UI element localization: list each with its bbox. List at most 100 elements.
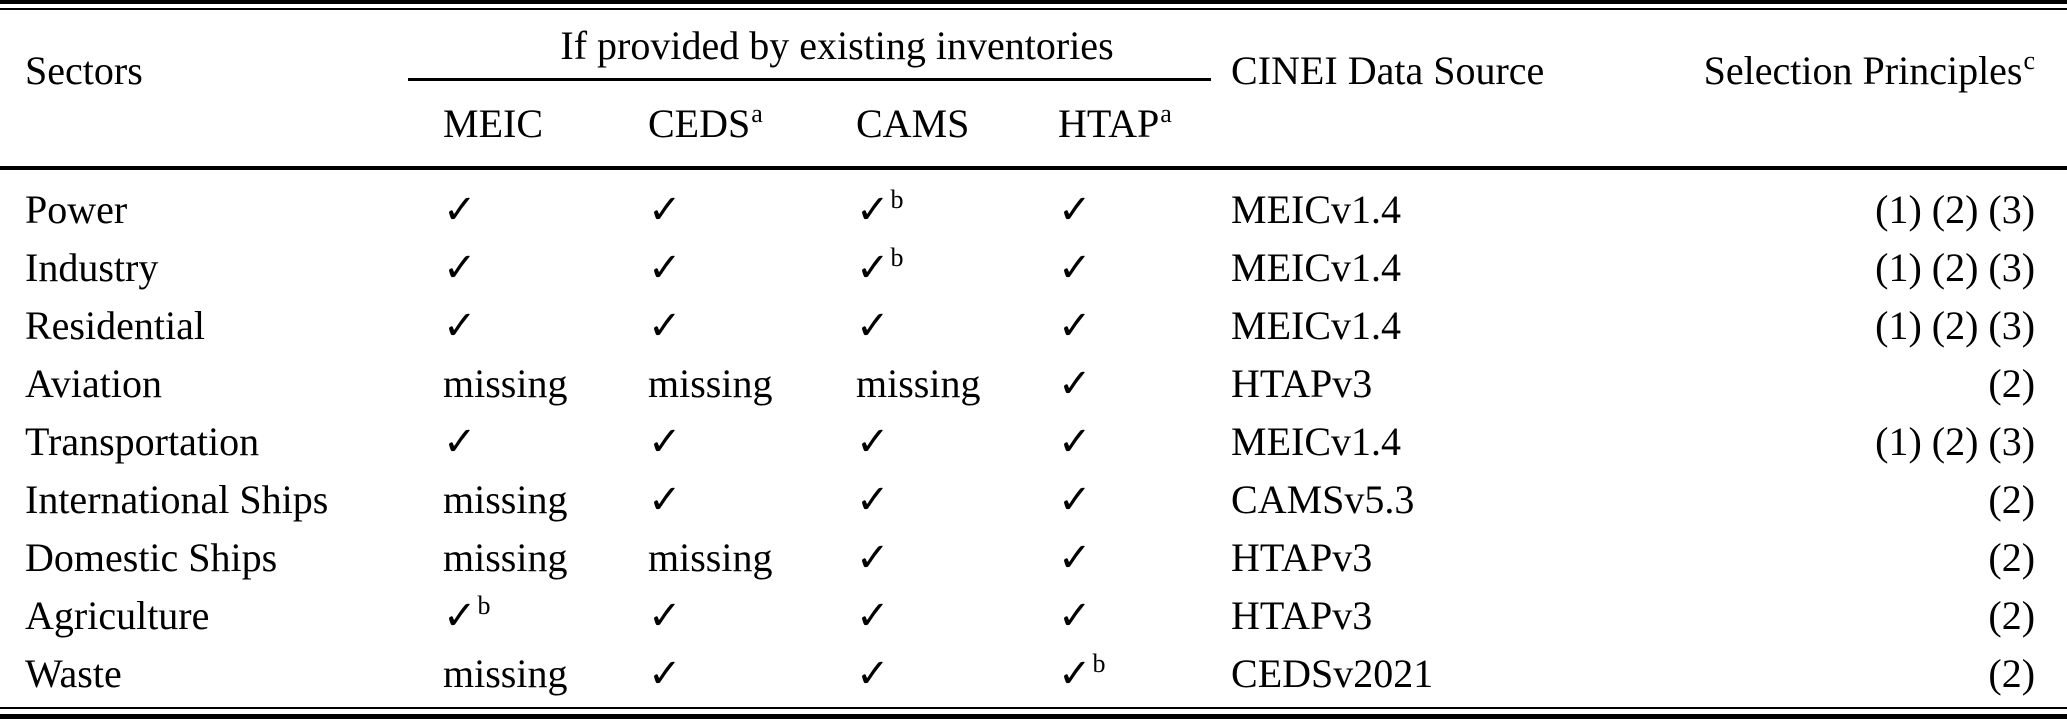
cell-cams: ✓ (856, 470, 1058, 528)
cell-sector: Power (25, 186, 128, 232)
cell-meic: missing (443, 470, 648, 528)
footnote-marker-a: a (751, 99, 763, 128)
cell-cams: missing (856, 354, 1058, 412)
missing-label: missing (443, 534, 568, 580)
cell-source: HTAPv3 (1231, 534, 1373, 580)
table-row: Domestic Ships missing missing ✓ ✓ HTAPv… (0, 528, 2067, 586)
cell-htap: ✓ (1058, 354, 1231, 412)
table-row: Transportation ✓ ✓ ✓ ✓ MEICv1.4 (1) (2) … (0, 412, 2067, 470)
cell-source: MEICv1.4 (1231, 186, 1402, 232)
check-icon: ✓ (856, 302, 890, 348)
cell-principles: (1) (2) (3) (1875, 418, 2036, 464)
cell-cams: ✓ (856, 296, 1058, 354)
check-icon: ✓ (648, 244, 682, 290)
missing-label: missing (443, 476, 568, 522)
top-rule-thin (0, 8, 2067, 10)
header-group-inventories: If provided by existing inventories (408, 10, 1231, 81)
cell-htap: ✓ (1058, 412, 1231, 470)
check-icon: ✓ (443, 244, 477, 290)
cell-htap: ✓ (1058, 296, 1231, 354)
missing-label: missing (856, 360, 981, 406)
check-icon: ✓ (443, 186, 477, 232)
check-icon: ✓ (856, 534, 890, 580)
check-icon: ✓ (648, 302, 682, 348)
cell-sector: Waste (25, 650, 122, 696)
check-icon: ✓ (1058, 534, 1092, 580)
footnote-marker-a: a (1160, 99, 1172, 128)
check-icon: ✓ (856, 244, 890, 290)
group-underline-rule (408, 78, 1212, 81)
check-icon: ✓ (648, 186, 682, 232)
cell-principles: (1) (2) (3) (1875, 244, 2036, 290)
cell-ceds: missing (648, 528, 856, 586)
cell-htap: ✓ (1058, 166, 1231, 238)
check-icon: ✓ (856, 650, 890, 696)
cell-cams: ✓ (856, 586, 1058, 644)
cell-principles: (2) (1988, 534, 2036, 580)
cell-sector: Agriculture (25, 592, 210, 638)
header-cams: CAMS (856, 81, 1058, 166)
cell-meic: ✓ (443, 166, 648, 238)
cell-meic: missing (443, 528, 648, 586)
cell-sector: Transportation (25, 418, 260, 464)
cell-meic: missing (443, 644, 648, 702)
header-row-group: Sectors If provided by existing inventor… (0, 10, 2067, 93)
check-icon: ✓ (648, 418, 682, 464)
check-icon: ✓ (1058, 476, 1092, 522)
check-icon: ✓ (648, 592, 682, 638)
cell-cams: ✓ (856, 644, 1058, 702)
table-row: Waste missing ✓ ✓ ✓b CEDSv2021 (2) (0, 644, 2067, 702)
missing-label: missing (443, 360, 568, 406)
table-row: Agriculture ✓b ✓ ✓ ✓ HTAPv3 (2) (0, 586, 2067, 644)
cell-sector: International Ships (25, 476, 329, 522)
top-rule-thick (0, 0, 2067, 4)
cell-meic: ✓ (443, 238, 648, 296)
header-cams-label: CAMS (856, 101, 970, 146)
cell-ceds: ✓ (648, 586, 856, 644)
header-bottom-rule (0, 166, 2067, 170)
header-row-sub: MEIC CEDSa CAMS HTAPa (0, 81, 2067, 166)
cell-htap: ✓ (1058, 238, 1231, 296)
header-ceds: CEDSa (648, 81, 856, 166)
cell-principles: (2) (1988, 360, 2036, 406)
cell-principles: (1) (2) (3) (1875, 186, 2036, 232)
header-selection-principles: Selection Principlesc (1656, 10, 2067, 166)
check-icon: ✓ (1058, 244, 1092, 290)
emission-inventory-table: Sectors If provided by existing inventor… (0, 10, 2067, 702)
cell-source: HTAPv3 (1231, 592, 1373, 638)
cell-ceds: ✓ (648, 470, 856, 528)
cell-cams: ✓b (856, 238, 1058, 296)
cell-cams: ✓ (856, 528, 1058, 586)
table-row: Aviation missing missing missing ✓ HTAPv… (0, 354, 2067, 412)
check-icon: ✓ (856, 418, 890, 464)
table-row: Residential ✓ ✓ ✓ ✓ MEICv1.4 (1) (2) (3) (0, 296, 2067, 354)
header-cinei-data-source: CINEI Data Source (1231, 48, 1545, 93)
cell-ceds: missing (648, 354, 856, 412)
cell-principles: (2) (1988, 592, 2036, 638)
footnote-marker-b: b (890, 242, 904, 272)
check-icon: ✓ (856, 186, 890, 232)
cell-source: CEDSv2021 (1231, 650, 1434, 696)
cell-ceds: ✓ (648, 644, 856, 702)
check-icon: ✓ (443, 418, 477, 464)
cell-source: MEICv1.4 (1231, 418, 1402, 464)
cell-meic: missing (443, 354, 648, 412)
cell-meic: ✓ (443, 296, 648, 354)
check-icon: ✓ (1058, 360, 1092, 406)
check-icon: ✓ (648, 650, 682, 696)
table-row: Industry ✓ ✓ ✓b ✓ MEICv1.4 (1) (2) (3) (0, 238, 2067, 296)
missing-label: missing (443, 650, 568, 696)
header-group-label: If provided by existing inventories (560, 23, 1114, 68)
cell-htap: ✓ (1058, 528, 1231, 586)
cell-sector: Residential (25, 302, 205, 348)
cell-source: HTAPv3 (1231, 360, 1373, 406)
cell-ceds: ✓ (648, 296, 856, 354)
footnote-marker-b: b (477, 590, 491, 620)
missing-label: missing (648, 360, 773, 406)
table-row: Power ✓ ✓ ✓b ✓ MEICv1.4 (1) (2) (3) (0, 166, 2067, 238)
check-icon: ✓ (443, 592, 477, 638)
cell-htap: ✓ (1058, 470, 1231, 528)
check-icon: ✓ (1058, 418, 1092, 464)
header-ceds-label: CEDS (648, 101, 751, 146)
